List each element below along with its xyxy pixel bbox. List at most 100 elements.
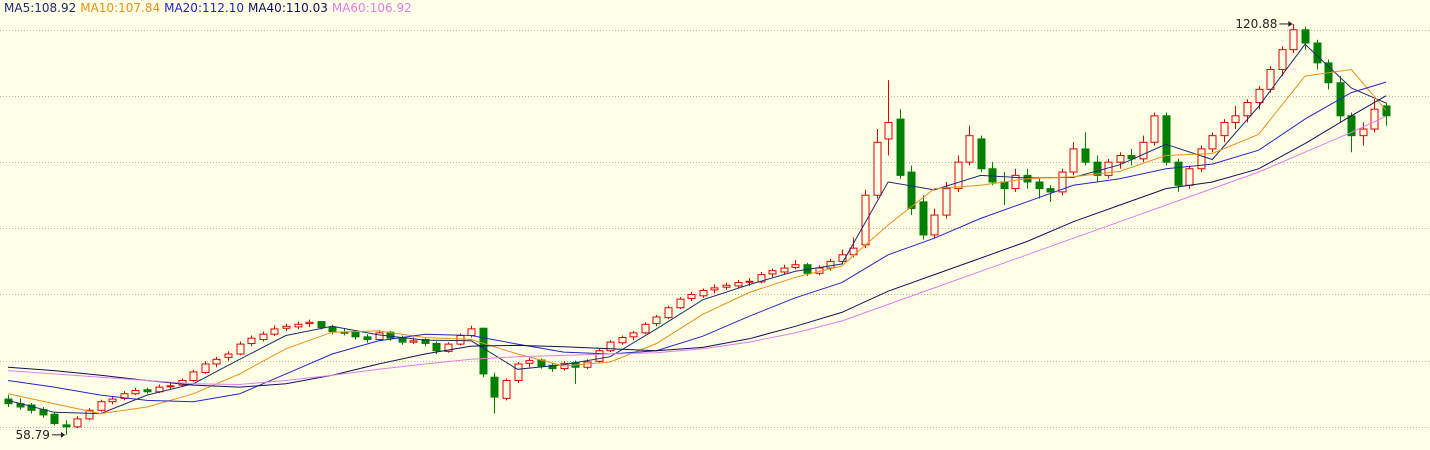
candle-body — [270, 328, 279, 335]
candle-body — [861, 194, 870, 246]
candle-body — [838, 254, 847, 262]
candle-body — [1081, 148, 1090, 163]
candle-body — [1150, 115, 1159, 143]
candle-body — [699, 290, 708, 297]
candle-body — [1370, 108, 1379, 130]
candle-body — [131, 389, 140, 395]
annotation-arrowhead — [60, 431, 65, 438]
candle-body — [467, 328, 476, 337]
candle-body — [1313, 42, 1322, 64]
candle-body — [1255, 88, 1264, 104]
candle-body — [595, 350, 604, 362]
candle-body — [618, 337, 627, 344]
candle-body — [212, 358, 221, 365]
candle-body — [884, 121, 893, 140]
candle-body — [1058, 171, 1067, 193]
candle-body — [942, 188, 951, 216]
annotation-label: 120.88 — [1235, 17, 1277, 31]
candle-body — [1127, 155, 1136, 160]
candle-body — [641, 323, 650, 334]
candle-body — [166, 385, 175, 388]
annotation-label: 58.79 — [16, 428, 50, 442]
candle-body — [687, 293, 696, 299]
candle-body — [1185, 168, 1194, 186]
candle-body — [652, 316, 661, 325]
candle-body — [1174, 161, 1183, 186]
candle-body — [1289, 29, 1298, 51]
candle-body — [432, 342, 441, 352]
candle-body — [259, 333, 268, 340]
candle-body — [143, 389, 152, 393]
candle-body — [351, 331, 360, 338]
ma-line — [7, 115, 1387, 386]
candle-body — [873, 141, 882, 196]
candle-body — [919, 201, 928, 236]
candle-body — [780, 267, 789, 273]
candle-body — [1266, 68, 1275, 90]
candle-body — [1069, 148, 1078, 173]
candle-body — [247, 337, 256, 344]
candle-body — [421, 338, 430, 344]
candle-body — [1093, 161, 1102, 176]
candle-body — [664, 307, 673, 319]
candle-body — [328, 326, 337, 333]
candle-body — [85, 409, 94, 420]
candle-body — [120, 393, 129, 399]
candle-body — [745, 280, 754, 283]
legend-entry: MA10:107.84 — [80, 1, 160, 15]
candle-body — [375, 332, 384, 340]
candle-body — [189, 371, 198, 382]
candle-body — [1301, 29, 1310, 44]
candle-body — [1000, 181, 1009, 190]
candle-body — [305, 321, 314, 325]
candle-body — [525, 360, 534, 364]
candle-body — [988, 168, 997, 183]
candle-body — [954, 161, 963, 190]
candle-body — [317, 321, 326, 329]
candle-body — [1278, 49, 1287, 70]
candle-body — [791, 264, 800, 268]
candle-body — [1139, 141, 1148, 160]
candle-body — [1220, 121, 1229, 137]
candle-body — [1359, 128, 1368, 137]
candle-body — [224, 353, 233, 358]
candle-body — [722, 284, 731, 288]
candle-body — [757, 274, 766, 283]
candle-body — [629, 332, 638, 338]
candle-body — [409, 340, 418, 343]
candle-body — [282, 325, 291, 329]
candle-body — [1243, 102, 1252, 117]
candle-body — [456, 335, 465, 345]
candle-body — [1197, 148, 1206, 170]
candle-body — [1046, 188, 1055, 193]
candle-body — [514, 363, 523, 382]
candle-body — [1231, 115, 1240, 123]
candle-body — [965, 135, 974, 163]
candle-body — [1116, 155, 1125, 163]
candle-body — [849, 247, 858, 256]
candle-body — [606, 341, 615, 352]
candle-body — [977, 138, 986, 170]
candle-body — [1035, 181, 1044, 190]
ma-line — [7, 68, 1387, 415]
ma-line — [7, 95, 1387, 388]
candle-body — [1011, 174, 1020, 190]
ma-line — [7, 43, 1387, 415]
candle-body — [50, 413, 59, 425]
candle-body — [502, 380, 511, 399]
candle-body — [907, 171, 916, 209]
legend-entry: MA60:106.92 — [332, 1, 412, 15]
candle-body — [1208, 135, 1217, 150]
candle-body — [768, 270, 777, 275]
candle-body — [930, 214, 939, 236]
candle-body — [479, 327, 488, 375]
legend-entry: MA5:108.92 — [4, 1, 76, 15]
candle-body — [363, 336, 372, 340]
candle-body — [676, 298, 685, 309]
legend-entry: MA40:110.03 — [248, 1, 328, 15]
candle-body — [236, 343, 245, 355]
candle-body — [490, 376, 499, 398]
